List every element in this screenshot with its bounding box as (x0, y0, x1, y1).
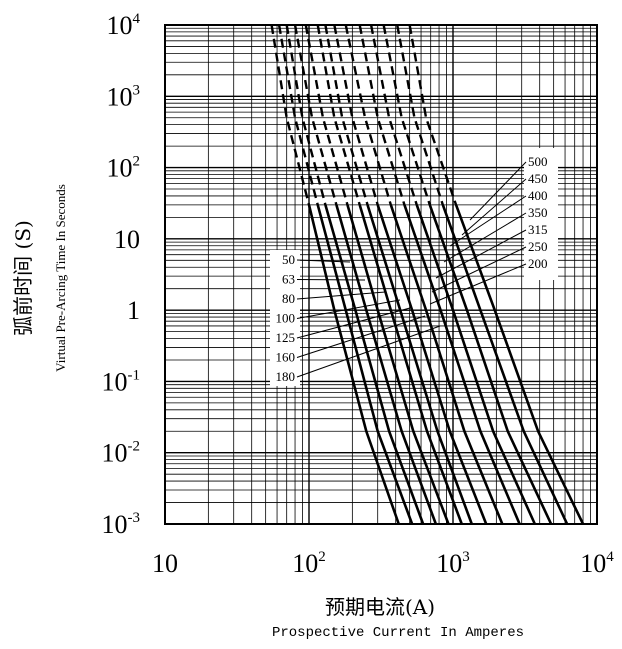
curve-100-dashed (293, 24, 338, 206)
legend-label-180: 180 (276, 369, 296, 384)
curve-180 (366, 204, 473, 525)
y-tick-label: 104 (107, 11, 141, 40)
legend-label-50: 50 (282, 252, 295, 267)
x-axis-label-cn: 预期电流(A) (325, 595, 435, 619)
legend-label-350: 350 (528, 205, 548, 220)
curve-50 (307, 204, 400, 525)
legend-leader-315 (435, 229, 527, 279)
legend-label-80: 80 (282, 291, 295, 306)
curve-80 (324, 204, 425, 525)
curve-315-dashed (358, 24, 406, 206)
curve-200-dashed (333, 24, 379, 206)
y-axis-label-cn: 弧前时间 (S) (11, 220, 35, 336)
curve-400 (428, 204, 553, 525)
curve-125-dashed (304, 24, 349, 206)
legend-label-63: 63 (282, 272, 295, 287)
y-tick-label: 102 (107, 154, 141, 183)
curve-400-dashed (382, 24, 431, 206)
x-tick-label: 104 (580, 549, 614, 578)
curve-160-dashed (316, 24, 361, 206)
legend-leader-400 (449, 195, 527, 247)
curve-315 (403, 204, 521, 525)
x-tick-label: 102 (292, 549, 326, 578)
legend-label-125: 125 (276, 330, 296, 345)
legend-leader-50 (296, 259, 351, 263)
curve-63 (316, 204, 414, 525)
curve-100 (335, 204, 438, 525)
curve-series (270, 24, 585, 525)
legend-left-box (270, 250, 300, 386)
legend-right-box (524, 148, 558, 280)
plot-border (164, 24, 598, 525)
y-tick-label: 1 (127, 296, 140, 325)
curve-350 (415, 204, 537, 525)
curve-160 (358, 204, 463, 525)
y-tick-label: 10-3 (102, 510, 141, 539)
legend-label-315: 315 (528, 222, 548, 237)
legend-leader-100 (296, 299, 401, 319)
curve-500 (454, 204, 585, 525)
curve-180-dashed (324, 24, 369, 206)
legend-leader-125 (296, 307, 411, 339)
curve-350-dashed (369, 24, 418, 206)
legend-label-500: 500 (528, 154, 548, 169)
legend-label-100: 100 (276, 311, 296, 326)
legend-leader-180 (296, 325, 441, 378)
plot-frame (164, 24, 598, 525)
y-tick-label: 10 (114, 225, 140, 254)
legend-leader-350 (443, 212, 527, 263)
legend-label-450: 450 (528, 171, 548, 186)
curve-125 (346, 204, 450, 525)
x-tick-label: 103 (436, 549, 470, 578)
x-axis-label-en: Prospective Current In Amperes (272, 625, 524, 641)
legend-label-160: 160 (276, 350, 296, 365)
curve-50-dashed (270, 24, 311, 206)
x-tick-label: 10 (152, 549, 178, 578)
legend-label-400: 400 (528, 188, 548, 203)
legend-leader-450 (461, 178, 527, 236)
curve-450 (441, 204, 569, 525)
y-tick-label: 10-1 (102, 367, 141, 396)
curve-63-dashed (277, 24, 319, 206)
curve-250 (389, 204, 504, 525)
y-axis-label-en: Virtual Pre-Arcing Time In Seconds (53, 184, 68, 372)
curve-200 (376, 204, 488, 525)
legend-leader-80 (296, 291, 386, 300)
legend-label-250: 250 (528, 239, 548, 254)
legend-label-200: 200 (528, 256, 548, 271)
legend-leader-200 (429, 263, 527, 305)
legend-leader-63 (296, 279, 366, 281)
curve-80-dashed (285, 24, 327, 206)
x-tick-labels: 10 102 103 104 (152, 549, 614, 578)
curve-450-dashed (396, 24, 444, 206)
legend-leader-500 (469, 161, 527, 221)
y-tick-label: 103 (107, 82, 141, 111)
y-tick-label: 10-2 (102, 439, 141, 468)
legend-leader-160 (296, 315, 426, 358)
curve-250-dashed (344, 24, 392, 206)
rating-legend: 50 63 80 100 125 160 180 500 450 400 350 315 250 200 (270, 148, 558, 386)
legend-leader-250 (431, 246, 527, 293)
curve-500-dashed (408, 24, 458, 206)
